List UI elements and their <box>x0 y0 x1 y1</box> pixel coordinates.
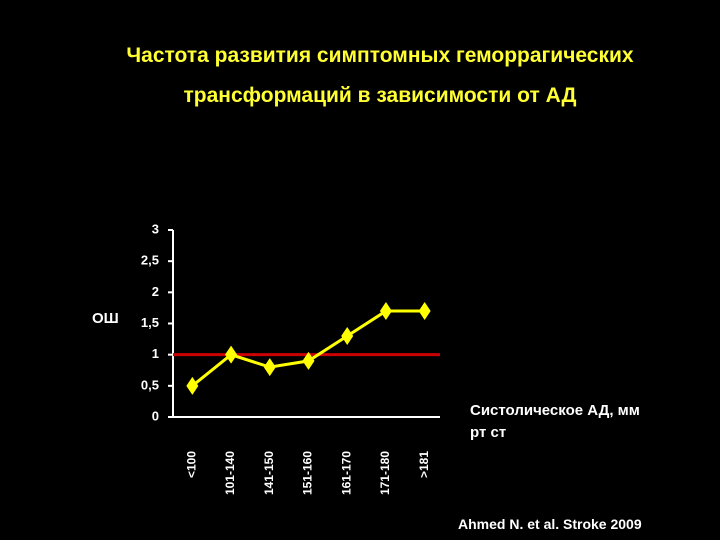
x-tick-label: 161-170 <box>339 451 353 495</box>
marker <box>341 326 354 345</box>
chart-title: Частота развития симптомных геморрагичес… <box>126 44 634 107</box>
x-tick-label: 151-160 <box>301 451 315 495</box>
y-tick-label: 1 <box>152 346 159 361</box>
x-axis-label: Систолическое АД, мм рт ст <box>470 402 640 441</box>
marker <box>302 351 315 370</box>
x-tick-label: 171-180 <box>378 451 392 495</box>
x-tick-label: <100 <box>185 451 199 478</box>
data-line <box>191 309 425 388</box>
y-tick-label: 2,5 <box>141 253 159 268</box>
x-tick-label: 101-140 <box>223 451 237 495</box>
y-tick-label: 2 <box>152 284 159 299</box>
marker <box>186 376 199 395</box>
marker <box>379 302 392 321</box>
marker <box>263 358 276 377</box>
x-tick-label: >181 <box>417 451 431 478</box>
source: Ahmed N. et al. Stroke 2009 <box>458 516 642 532</box>
y-tick-label: 0 <box>152 408 159 423</box>
y-tick-label: 0,5 <box>141 377 159 392</box>
marker <box>418 302 431 321</box>
marker <box>225 345 238 364</box>
y-tick-label: 3 <box>152 221 159 236</box>
y-tick-label: 1,5 <box>141 315 159 330</box>
y-axis-label: ОШ <box>92 310 119 327</box>
x-tick-label: 141-150 <box>262 451 276 495</box>
